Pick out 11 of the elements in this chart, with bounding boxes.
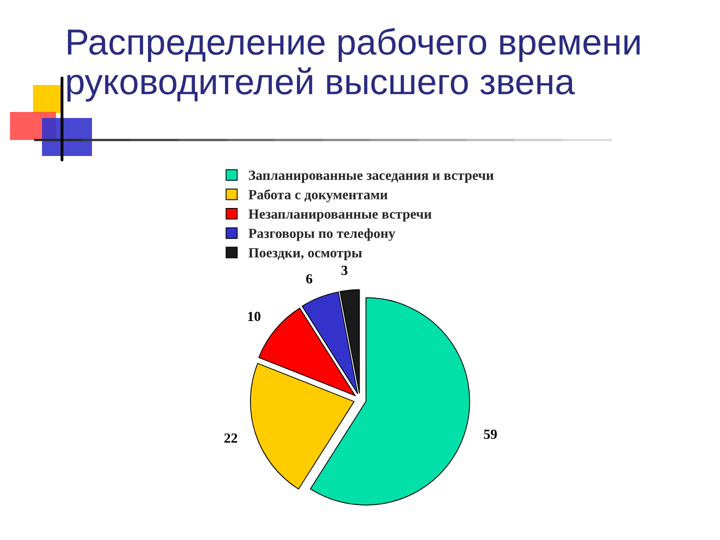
legend-label: Поездки, осмотры (248, 248, 362, 260)
chart-title: Распределение рабочего времени руководителей высшего звена (67, 28, 640, 102)
data-label: 3 (341, 266, 348, 276)
legend-label: Незапланированные встречи (248, 209, 432, 222)
legend-label: Запланированные заседания и встречи (248, 170, 494, 183)
data-label: 10 (248, 312, 260, 322)
legend-label: Разговоры по телефону (248, 228, 396, 241)
data-label: 6 (306, 274, 312, 284)
data-label: 22 (224, 433, 238, 443)
legend-label: Работа с документами (248, 189, 388, 202)
data-label: 59 (484, 430, 497, 439)
